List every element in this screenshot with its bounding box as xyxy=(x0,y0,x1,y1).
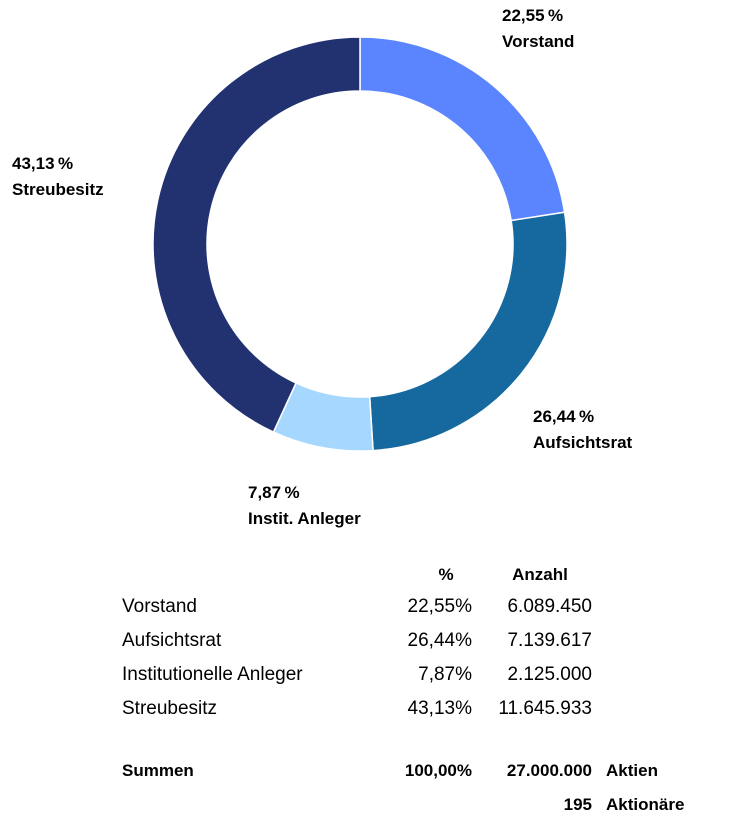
table-spacer xyxy=(122,726,706,754)
slice-label-streubesitz-pct: 43,13 % xyxy=(12,154,74,173)
row-name: Institutionelle Anleger xyxy=(122,664,303,685)
slice-label-institutionelle-name: Instit. Anleger xyxy=(248,509,361,528)
slice-label-vorstand-name: Vorstand xyxy=(502,32,575,51)
sum-unit: Aktien xyxy=(606,761,658,780)
row-count: 2.125.000 xyxy=(507,664,592,685)
row-name: Streubesitz xyxy=(122,698,218,719)
sum-row: Summen 100,00% 27.000.000 Aktien xyxy=(122,754,706,788)
holders-row: 195 Aktionäre xyxy=(122,788,706,822)
sum-count: 27.000.000 xyxy=(506,761,592,780)
donut-chart xyxy=(152,36,568,452)
slice-label-aufsichtsrat-name: Aufsichtsrat xyxy=(533,433,633,452)
slice-label-institutionelle: 7,87 % Instit. Anleger xyxy=(248,480,361,532)
slice-label-streubesitz: 43,13 % Streubesitz xyxy=(12,151,104,203)
table-header-row: % Anzahl xyxy=(122,560,706,590)
sum-label: Summen xyxy=(122,761,194,780)
header-count: Anzahl xyxy=(512,565,568,584)
slice-label-aufsichtsrat-pct: 26,44 % xyxy=(533,407,595,426)
slice-label-vorstand-pct: 22,55 % xyxy=(502,6,564,25)
slice-label-vorstand: 22,55 % Vorstand xyxy=(502,3,574,55)
table-row: Vorstand 22,55% 6.089.450 xyxy=(122,590,706,624)
sum-pct: 100,00% xyxy=(404,761,472,780)
row-pct: 43,13% xyxy=(407,698,472,719)
row-count: 6.089.450 xyxy=(507,596,592,617)
slice-label-institutionelle-pct: 7,87 % xyxy=(248,483,300,502)
header-pct: % xyxy=(438,565,454,584)
slice-label-aufsichtsrat: 26,44 % Aufsichtsrat xyxy=(533,404,632,456)
row-pct: 22,55% xyxy=(407,596,472,617)
holders-unit: Aktionäre xyxy=(606,795,685,814)
table-row: Streubesitz 43,13% 11.645.933 xyxy=(122,692,706,726)
row-pct: 7,87% xyxy=(418,664,472,685)
row-name: Aufsichtsrat xyxy=(122,630,222,651)
table-row: Institutionelle Anleger 7,87% 2.125.000 xyxy=(122,658,706,692)
row-count: 11.645.933 xyxy=(498,698,592,719)
donut-slice-vorstand xyxy=(359,36,566,222)
table-row: Aufsichtsrat 26,44% 7.139.617 xyxy=(122,624,706,658)
donut-slice-streubesitz xyxy=(152,36,361,434)
row-name: Vorstand xyxy=(122,596,197,617)
holders-count: 195 xyxy=(563,795,592,814)
shareholder-table: % Anzahl Vorstand 22,55% 6.089.450 Aufsi… xyxy=(122,560,706,822)
row-count: 7.139.617 xyxy=(507,630,592,651)
slice-label-streubesitz-name: Streubesitz xyxy=(12,180,104,199)
row-pct: 26,44% xyxy=(407,630,472,651)
